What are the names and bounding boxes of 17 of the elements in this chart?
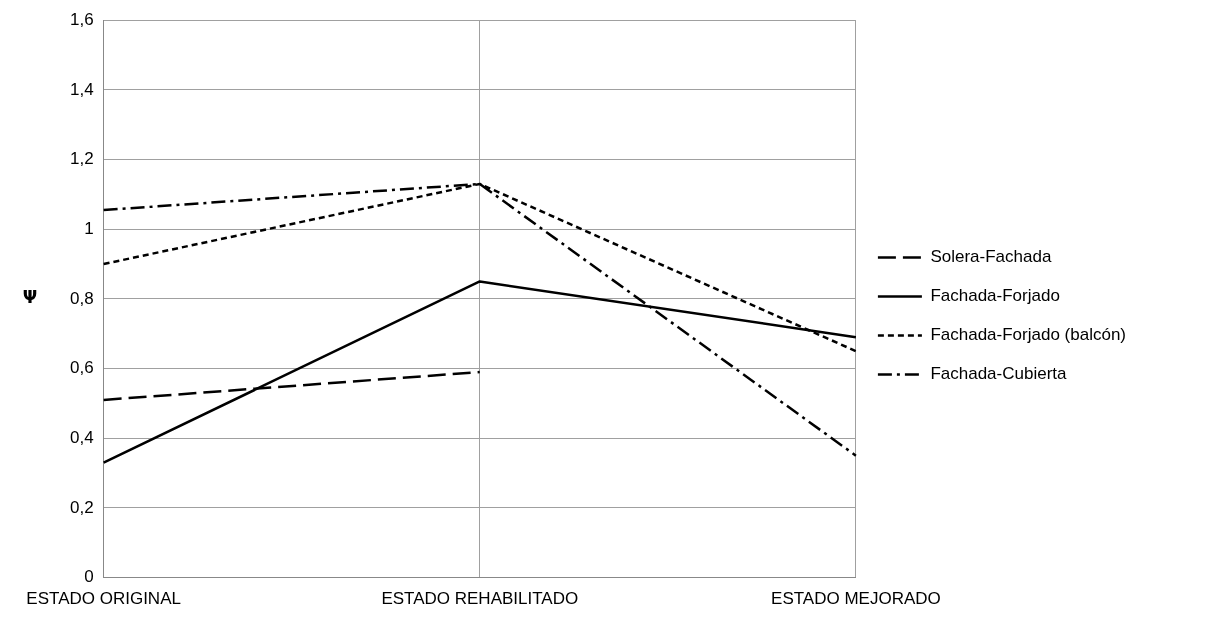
y-tick-label: 0,2 bbox=[69, 497, 94, 517]
legend-label: Fachada-Forjado bbox=[930, 286, 1060, 306]
x-tick-label: ESTADO REHABILITADO bbox=[381, 589, 579, 609]
y-tick-label: 1 bbox=[84, 218, 94, 238]
y-tick-label: 0,4 bbox=[69, 427, 94, 447]
y-axis-title: Ψ bbox=[22, 287, 38, 308]
legend-label: Solera-Fachada bbox=[930, 247, 1052, 267]
y-tick-label: 1,4 bbox=[69, 79, 94, 99]
legend-label: Fachada-Cubierta bbox=[930, 364, 1068, 384]
y-tick-label: 1,6 bbox=[69, 9, 94, 29]
x-tick-label: ESTADO ORIGINAL bbox=[26, 589, 181, 609]
y-tick-label: 0,6 bbox=[69, 358, 94, 378]
x-tick-label: ESTADO MEJORADO bbox=[771, 589, 941, 609]
y-tick-label: 1,2 bbox=[69, 149, 94, 169]
y-tick-label: 0 bbox=[84, 567, 94, 587]
y-tick-label: 0,8 bbox=[69, 288, 94, 308]
legend-label: Fachada-Forjado (balcón) bbox=[930, 325, 1127, 345]
